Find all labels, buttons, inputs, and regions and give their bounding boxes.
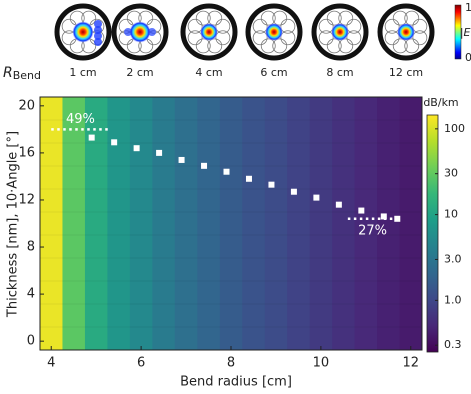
colorbar-tick-label: 100 [444,122,465,135]
fiber-mode [72,21,94,43]
annotation-text: 49% [66,112,95,127]
heatmap-cell [152,97,176,350]
heatmap-cell [62,97,86,350]
colorbar-tick-label: 0.3 [444,338,462,351]
inset-label: 6 cm [260,66,287,79]
fiber-leak [94,20,102,28]
inset-colorbar-tick: 0 [465,51,471,64]
fiber-leak [124,28,132,36]
fiber-leak [94,38,102,46]
overlay-point [358,207,365,214]
inset-label: 8 cm [326,66,353,79]
heatmap-cell [174,97,198,350]
y-tick-label: 20 [18,98,35,113]
inset-label: 1 cm [69,66,96,79]
x-axis-label: Bend radius [cm] [180,375,292,390]
heatmap-cell [197,97,221,350]
x-tick-label: 4 [47,356,55,371]
overlay-point [111,139,118,146]
y-tick-label: 8 [27,240,35,255]
heatmap-cell [219,97,243,350]
colorbar [426,114,439,353]
y-axis-label: Thickness [nm], 10·Angle [°] [6,131,21,318]
heatmap-cell [332,97,356,350]
annotation-text: 27% [358,223,387,238]
overlay-point [88,134,95,141]
overlay-point [201,162,208,169]
overlay-point [223,168,230,175]
x-tick-label: 8 [227,356,235,371]
overlay-point [178,156,185,163]
inset-label: 4 cm [195,66,222,79]
heatmap-cell [354,97,378,350]
fiber-mode [129,21,151,43]
y-tick-label: 16 [18,145,35,160]
colorbar-label: dB/km [423,96,458,109]
overlay-point [290,188,297,195]
fiber-leak [148,28,156,36]
inset-colorbar [454,4,462,60]
heatmap-cell [40,97,63,350]
colorbar-tick-label: 30 [444,167,458,180]
inset-row-label: RBend [3,65,41,82]
colorbar-tick-label: 3.0 [444,252,462,265]
overlay-point [313,194,320,201]
heatmap-cell [399,97,423,350]
heatmap-cell [129,97,153,350]
overlay-point [335,201,342,208]
y-tick-label: 0 [27,334,35,349]
x-tick-label: 10 [313,356,330,371]
colorbar-tick-label: 1.0 [444,293,462,306]
heatmap-cell [107,97,131,350]
y-tick-label: 12 [18,192,35,207]
x-tick-label: 12 [402,356,419,371]
heatmap-cell [242,97,266,350]
inset-colorbar-tick: 1 [465,1,471,14]
overlay-point [245,175,252,182]
inset-colorbar-label: |E| [460,26,471,39]
overlay-point [268,181,275,188]
fiber-mode [265,23,283,41]
heatmap-cell [264,97,288,350]
x-tick-label: 6 [137,356,145,371]
inset-label: 2 cm [126,66,153,79]
y-tick-label: 4 [27,287,35,302]
heatmap-cell [84,97,108,350]
overlay-point [380,213,387,220]
fiber-mode [200,23,218,41]
heatmap-cell [377,97,401,350]
inset-label: 12 cm [389,66,423,79]
overlay-point [156,149,163,156]
fiber-leak [94,32,102,40]
heatmap-cell [309,97,333,350]
fiber-mode [331,23,349,41]
heatmap-cell [287,97,311,350]
overlay-point [133,145,140,152]
fiber-leak [94,26,102,34]
fiber-mode [397,23,415,41]
colorbar-tick-label: 10 [444,208,458,221]
